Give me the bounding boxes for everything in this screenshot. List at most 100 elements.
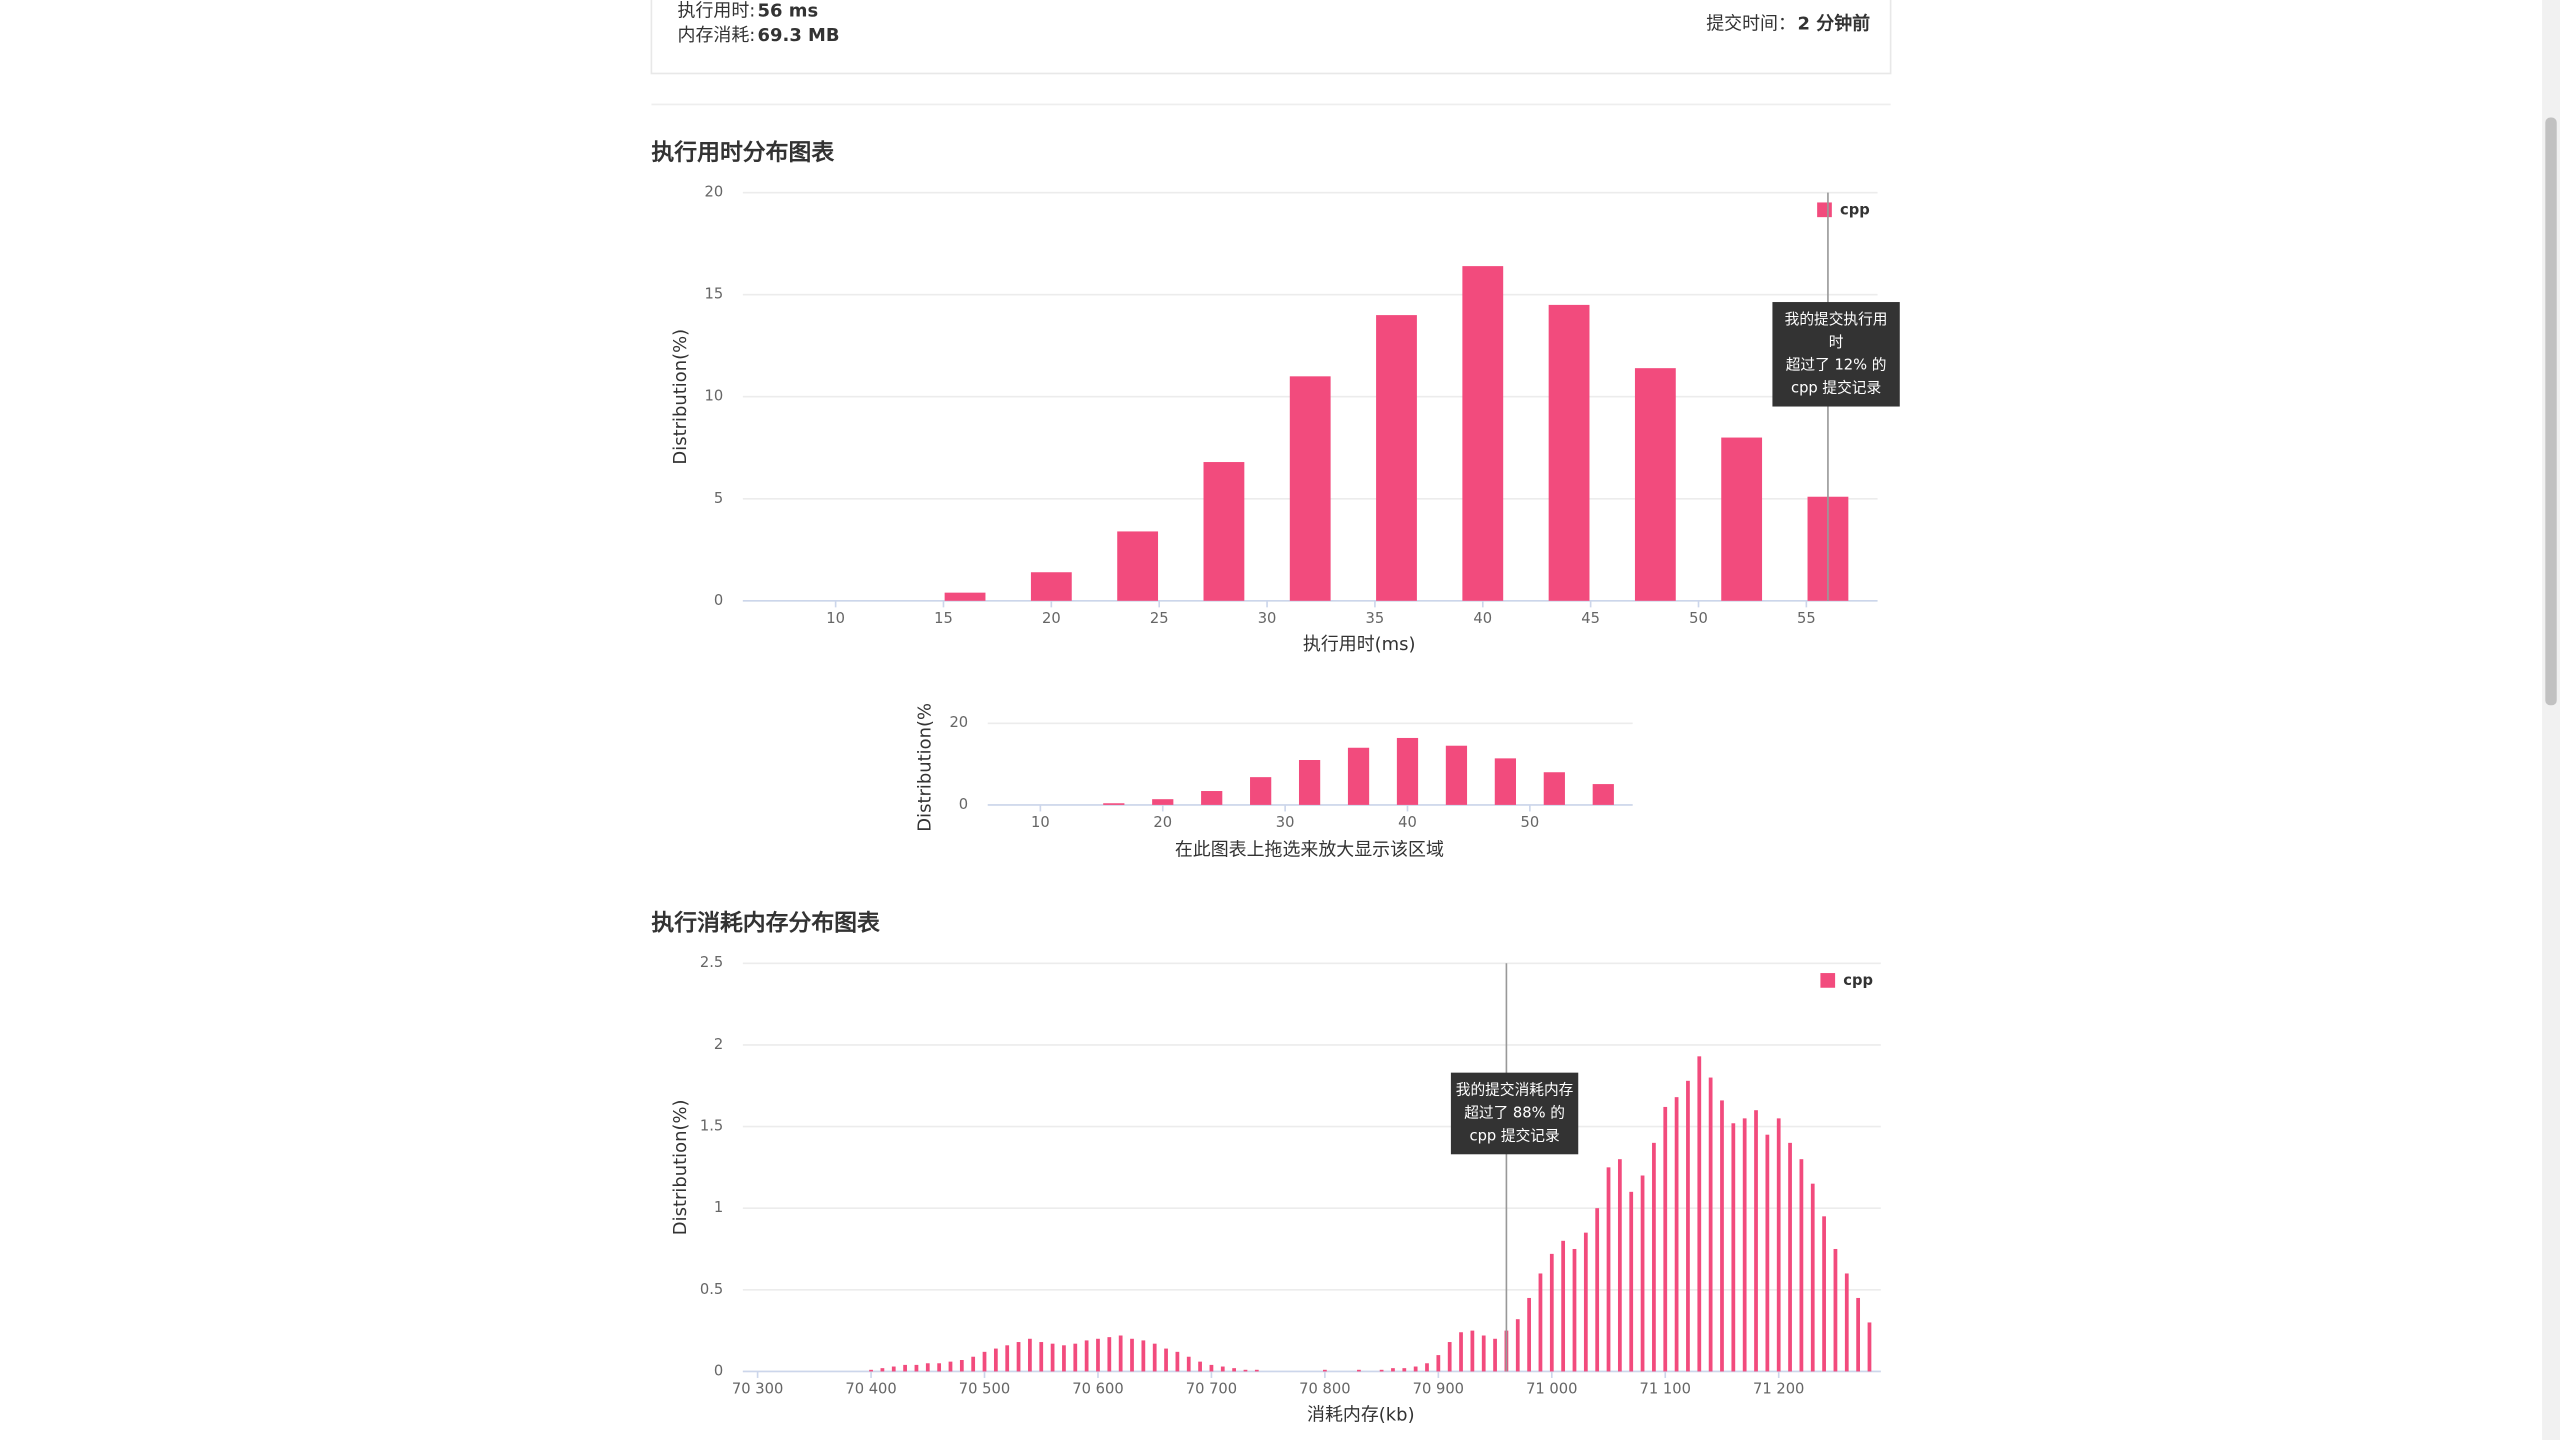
bar	[1201, 791, 1223, 805]
tooltip-line: 超过了 12% 的	[1786, 357, 1887, 374]
tooltip-line: 时	[1829, 334, 1844, 351]
bar	[1833, 1248, 1838, 1372]
bar	[1720, 1100, 1724, 1372]
bar	[1436, 1355, 1441, 1372]
navigator-y-label: Distribution(%	[915, 703, 936, 832]
x-tick-label: 30	[1276, 814, 1295, 831]
x-tick-label: 35	[1366, 610, 1385, 627]
bar	[1323, 1369, 1327, 1372]
bar	[1117, 531, 1159, 601]
bar	[1073, 1343, 1078, 1372]
x-tick-label: 50	[1521, 814, 1540, 831]
tooltip-line: 我的提交消耗内存	[1456, 1081, 1574, 1099]
bar	[1030, 572, 1072, 601]
bar	[1595, 1208, 1600, 1372]
bar	[1822, 1216, 1826, 1372]
tooltip-line: cpp 提交记录	[1470, 1126, 1560, 1144]
bar	[1445, 745, 1468, 805]
bar	[1708, 1077, 1713, 1372]
bar	[1543, 772, 1565, 805]
bar	[1481, 1335, 1486, 1372]
bar	[948, 1361, 953, 1372]
x-tick-label: 15	[934, 610, 953, 627]
y-tick-label: 20	[705, 184, 724, 201]
bar	[1721, 437, 1763, 601]
legend-swatch	[1820, 973, 1836, 988]
bar	[1462, 266, 1504, 601]
bar	[1391, 1368, 1395, 1372]
bar	[1447, 1342, 1452, 1372]
x-axis-label: 执行用时(ms)	[1303, 634, 1416, 655]
bar	[1674, 1097, 1679, 1372]
bar	[1250, 777, 1272, 805]
bar	[1810, 1183, 1815, 1372]
x-tick-label: 25	[1150, 610, 1169, 627]
x-tick-label: 50	[1689, 610, 1708, 627]
x-tick-label: 20	[1042, 610, 1061, 627]
y-tick-label: 0	[714, 1362, 723, 1379]
bar	[1103, 803, 1125, 805]
bar	[1640, 1175, 1645, 1372]
bar	[1347, 747, 1370, 805]
bar	[1198, 1361, 1202, 1372]
bar	[1493, 1338, 1497, 1372]
bar	[1788, 1142, 1792, 1372]
bar	[1425, 1363, 1429, 1372]
bar	[903, 1364, 907, 1372]
bar	[1549, 1253, 1554, 1372]
y-tick-label: 2.5	[700, 954, 723, 971]
legend-label: cpp	[1843, 972, 1873, 989]
x-tick-label: 70 500	[959, 1380, 1010, 1397]
bar	[925, 1363, 930, 1372]
y-tick-label: 15	[705, 286, 724, 303]
bar	[1118, 1335, 1123, 1372]
bar	[1232, 1368, 1236, 1372]
bar	[1548, 304, 1590, 601]
y-tick-label: 1	[714, 1199, 723, 1216]
bar	[1606, 1167, 1611, 1372]
x-tick-label: 71 100	[1640, 1380, 1691, 1397]
bar	[1175, 1351, 1180, 1372]
x-tick-label: 70 600	[1072, 1380, 1123, 1397]
bar	[982, 1351, 987, 1372]
y-tick-label: 5	[714, 490, 723, 507]
x-tick-label: 71 000	[1526, 1380, 1577, 1397]
bar	[1494, 758, 1516, 805]
x-tick-label: 40	[1398, 814, 1417, 831]
bar	[959, 1360, 964, 1372]
submit-value: 2 分钟前	[1798, 12, 1871, 34]
memory-value: 69.3 MB	[758, 25, 840, 46]
bar	[1203, 462, 1245, 601]
bar	[1561, 1240, 1566, 1372]
bar	[1663, 1106, 1668, 1372]
x-tick-label: 10	[826, 610, 845, 627]
bar	[1634, 368, 1676, 601]
bar	[937, 1363, 942, 1372]
bar	[944, 592, 986, 601]
navigator-caption: 在此图表上拖选来放大显示该区域	[1175, 840, 1444, 861]
x-tick-label: 70 800	[1299, 1380, 1350, 1397]
tooltip	[1772, 302, 1900, 407]
chart-title: 执行消耗内存分布图表	[651, 910, 880, 937]
bar	[1164, 1348, 1168, 1372]
bar	[1016, 1342, 1021, 1372]
x-tick-label: 20	[1153, 814, 1172, 831]
bar	[1357, 1369, 1361, 1372]
y-tick-label: 2	[714, 1036, 723, 1053]
x-axis-label: 消耗内存(kb)	[1307, 1405, 1415, 1426]
bar	[1572, 1248, 1577, 1372]
bar	[1470, 1330, 1475, 1372]
bar	[1697, 1056, 1702, 1372]
bar	[1754, 1110, 1758, 1372]
bar	[869, 1369, 873, 1372]
bar	[1130, 1338, 1134, 1372]
bar	[1152, 1343, 1157, 1372]
scrollbar-thumb[interactable]	[2545, 117, 2557, 706]
bar	[1742, 1118, 1747, 1372]
bar	[1629, 1191, 1634, 1372]
y-axis-label: Distribution(%)	[670, 329, 691, 465]
bar	[1396, 737, 1419, 805]
x-tick-label: 70 300	[732, 1380, 783, 1397]
